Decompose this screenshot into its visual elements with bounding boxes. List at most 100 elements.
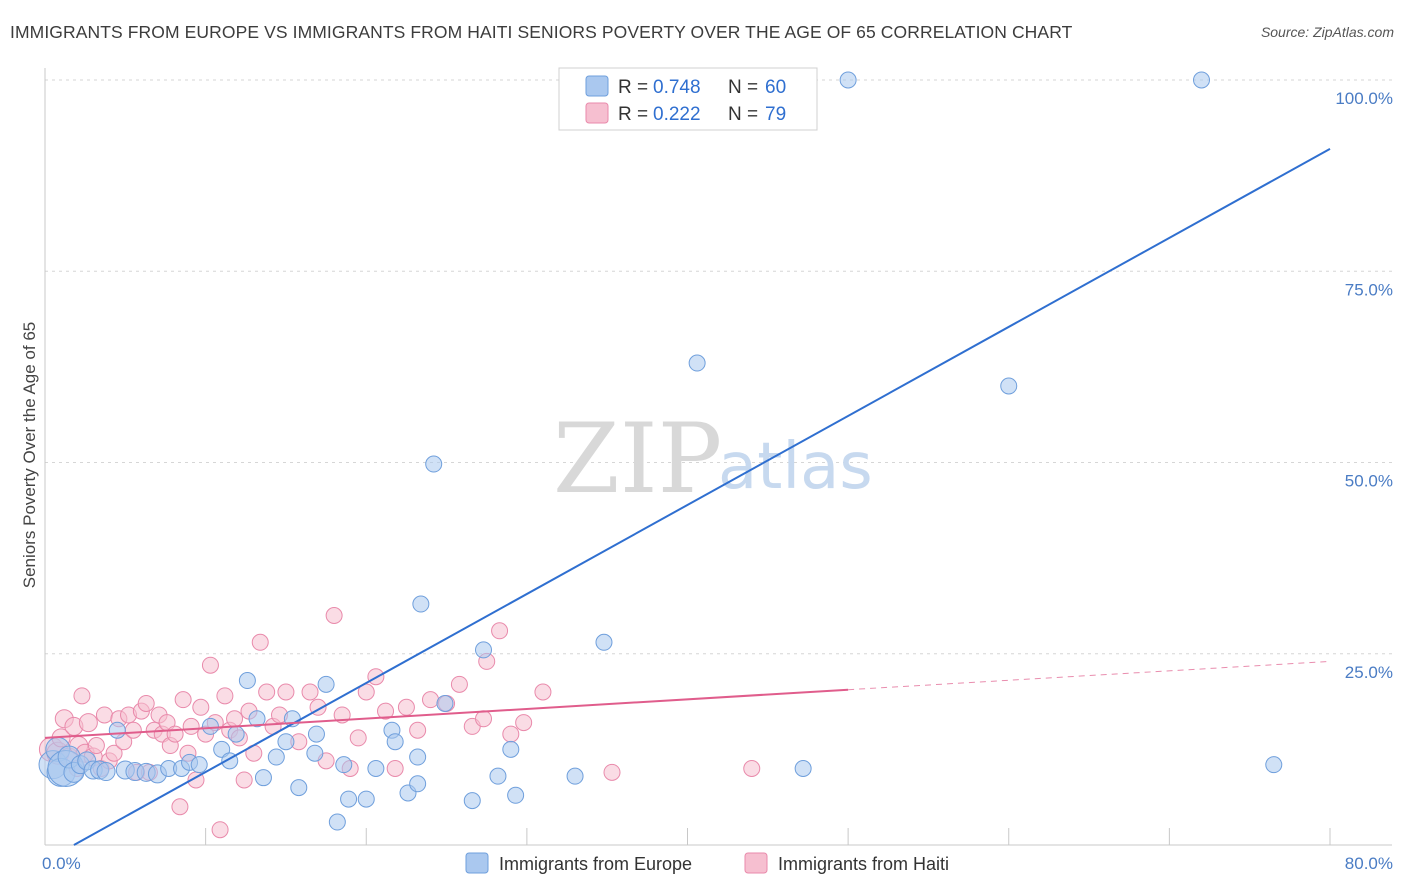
haiti-point	[95, 706, 113, 724]
haiti-point	[475, 710, 493, 728]
legend-europe-r-value: 0.748	[653, 77, 701, 98]
haiti-point	[397, 698, 415, 716]
x-tick-label-max: 80.0%	[1345, 854, 1393, 873]
europe-point	[436, 694, 454, 712]
bottom-legend-europe-swatch	[465, 852, 489, 874]
y-tick-label: 100.0%	[1335, 89, 1393, 108]
trend-lines	[44, 147, 1331, 846]
haiti-point	[105, 744, 123, 762]
legend-haiti-r-value: 0.222	[653, 104, 701, 125]
europe-point	[409, 748, 427, 766]
europe-point	[463, 792, 481, 810]
y-tick-label: 75.0%	[1345, 280, 1393, 299]
europe-point	[307, 725, 325, 743]
legend-europe-r-label: R =	[618, 77, 648, 98]
europe-point	[277, 733, 295, 751]
europe-point	[412, 595, 430, 613]
y-axis-label: Seniors Poverty Over the Age of 65	[20, 322, 39, 588]
europe-point	[409, 775, 427, 793]
europe-point	[566, 767, 584, 785]
watermark: ZIP atlas	[553, 403, 873, 515]
europe-point	[267, 748, 285, 766]
europe-points	[38, 71, 1283, 831]
haiti-point	[377, 702, 395, 720]
haiti-point	[349, 729, 367, 747]
x-ticks	[205, 828, 1331, 845]
europe-point	[425, 455, 443, 473]
europe-point	[1193, 71, 1210, 89]
bottom-legend-haiti-label: Immigrants from Haiti	[778, 854, 949, 874]
haiti-point	[534, 683, 552, 701]
europe-point	[190, 756, 208, 774]
chart-title: IMMIGRANTS FROM EUROPE VS IMMIGRANTS FRO…	[10, 22, 1073, 42]
europe-point	[328, 813, 346, 831]
y-tick-label: 25.0%	[1345, 663, 1393, 682]
haiti-trend-extension	[848, 660, 1331, 691]
europe-point	[489, 767, 507, 785]
europe-point	[386, 733, 404, 751]
europe-point	[108, 721, 126, 739]
correlation-legend: R = 0.748 N = 60 R = 0.222 N = 79	[558, 67, 818, 131]
europe-point	[839, 71, 857, 89]
haiti-point	[515, 714, 533, 732]
europe-point	[502, 740, 520, 758]
x-tick-label-min: 0.0%	[42, 854, 81, 873]
haiti-point	[491, 622, 509, 640]
haiti-point	[137, 694, 155, 712]
legend-europe-n-value: 60	[765, 77, 786, 98]
haiti-point	[182, 717, 200, 735]
europe-trend-line	[73, 147, 1331, 846]
series-legend: Immigrants from Europe Immigrants from H…	[465, 852, 949, 874]
europe-point	[1000, 377, 1018, 395]
haiti-point	[409, 721, 427, 739]
europe-point	[475, 641, 493, 659]
bottom-legend-europe-label: Immigrants from Europe	[499, 854, 692, 874]
haiti-point	[743, 760, 761, 777]
haiti-point	[235, 771, 253, 789]
haiti-point	[325, 607, 343, 624]
haiti-point	[192, 698, 210, 716]
europe-point	[335, 756, 353, 774]
watermark-atlas: atlas	[718, 430, 873, 504]
haiti-point	[216, 687, 234, 705]
legend-europe-n-label: N =	[728, 77, 758, 98]
haiti-point	[277, 683, 295, 701]
europe-point	[96, 762, 116, 782]
haiti-point	[124, 721, 142, 739]
haiti-point	[171, 798, 189, 816]
europe-point	[357, 790, 375, 808]
haiti-trend-line	[44, 688, 849, 739]
europe-point	[248, 710, 266, 728]
legend-haiti-n-value: 79	[765, 104, 786, 125]
y-tick-label: 50.0%	[1345, 472, 1393, 491]
haiti-point	[226, 710, 244, 728]
haiti-point	[174, 691, 192, 709]
europe-point	[254, 769, 272, 787]
legend-europe-swatch	[585, 75, 609, 97]
gridlines	[45, 79, 1392, 655]
haiti-point	[301, 683, 319, 701]
legend-haiti-n-label: N =	[728, 104, 758, 125]
haiti-point	[502, 725, 520, 743]
europe-point	[595, 633, 613, 651]
europe-point	[367, 760, 385, 777]
bottom-legend-haiti-swatch	[744, 852, 768, 874]
europe-point	[306, 744, 324, 762]
haiti-point	[603, 763, 621, 781]
europe-point	[227, 725, 245, 743]
europe-point	[794, 760, 812, 777]
haiti-point	[78, 713, 98, 733]
europe-point	[688, 354, 706, 372]
haiti-point	[73, 687, 91, 705]
legend-haiti-swatch	[585, 102, 609, 124]
europe-point	[317, 675, 335, 693]
legend-haiti-r-label: R =	[618, 104, 648, 125]
europe-point	[238, 672, 256, 690]
haiti-point	[251, 633, 269, 651]
europe-point	[1265, 756, 1283, 774]
y-tick-labels: 25.0% 50.0% 75.0% 100.0%	[1335, 89, 1393, 682]
haiti-point	[166, 725, 184, 743]
source-label: Source: ZipAtlas.com	[1260, 24, 1394, 40]
haiti-point	[386, 760, 404, 777]
